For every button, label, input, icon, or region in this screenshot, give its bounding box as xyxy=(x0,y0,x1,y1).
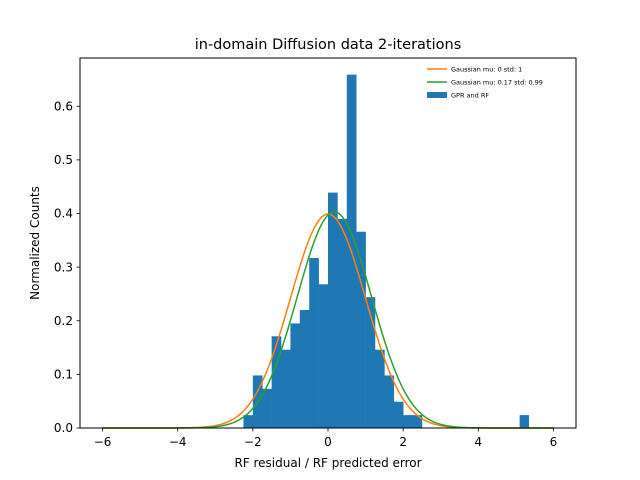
legend-swatch-gpr-and-rf xyxy=(427,92,447,98)
histogram-bar xyxy=(328,192,338,428)
histogram-bar xyxy=(243,415,254,428)
y-tick-label: 0.2 xyxy=(54,314,73,328)
legend-label-gpr-and-rf: GPR and RF xyxy=(451,92,489,100)
y-axis-label: Normalized Counts xyxy=(28,186,42,300)
histogram-bar xyxy=(337,218,348,428)
x-tick-label: 4 xyxy=(474,435,482,449)
y-tick-label: 0.0 xyxy=(54,421,73,435)
x-tick-label: 6 xyxy=(550,435,558,449)
y-tick-label: 0.4 xyxy=(54,207,73,221)
y-tick-label: 0.1 xyxy=(54,368,73,382)
x-tick-label: 2 xyxy=(399,435,407,449)
y-tick-label: 0.6 xyxy=(54,99,73,113)
x-tick-label: 0 xyxy=(324,435,332,449)
histogram-bar xyxy=(365,297,376,428)
histogram-bar xyxy=(393,401,404,428)
legend: Gaussian mu: 0 std: 1 Gaussian mu: 0.17 … xyxy=(427,66,543,100)
histogram-bar xyxy=(271,336,282,428)
chart-title: in-domain Diffusion data 2-iterations xyxy=(195,37,462,53)
histogram-bar xyxy=(318,284,329,428)
y-axis: 0.0 0.1 0.2 0.3 0.4 0.5 0.6 xyxy=(54,99,80,435)
histogram-bar xyxy=(290,323,301,428)
y-tick-label: 0.3 xyxy=(54,260,73,274)
x-axis-label: RF residual / RF predicted error xyxy=(234,456,421,470)
histogram-bar xyxy=(281,349,291,428)
legend-label-gaussian-mu-0-17: Gaussian mu: 0.17 std: 0.99 xyxy=(451,79,543,87)
x-axis: −6 −4 −2 0 2 4 6 xyxy=(94,428,558,449)
histogram-bar xyxy=(356,231,366,428)
x-tick-label: −4 xyxy=(169,435,187,449)
y-tick-label: 0.5 xyxy=(54,153,73,167)
x-tick-label: −6 xyxy=(94,435,112,449)
histogram-bar xyxy=(299,310,310,428)
histogram-bar xyxy=(262,388,272,428)
x-tick-label: −2 xyxy=(244,435,262,449)
legend-label-gaussian-mu-0: Gaussian mu: 0 std: 1 xyxy=(451,66,522,74)
histogram-bar xyxy=(374,349,385,428)
histogram-bar xyxy=(403,415,413,428)
histogram-bar-outlier xyxy=(519,415,530,428)
histogram-bar xyxy=(384,375,395,428)
histogram-bar xyxy=(412,415,423,428)
histogram-bar xyxy=(309,258,319,428)
